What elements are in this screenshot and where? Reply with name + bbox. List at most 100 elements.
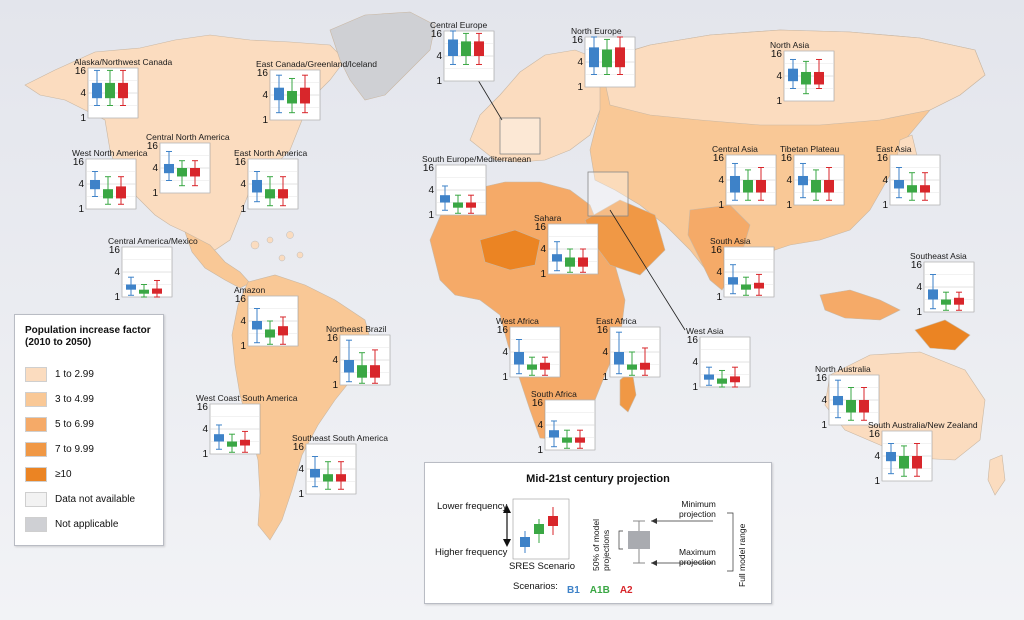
y-tick-label: 16	[431, 29, 443, 40]
y-tick-label: 16	[713, 153, 725, 164]
y-tick-label: 16	[257, 68, 269, 79]
y-tick-label: 4	[428, 185, 434, 196]
y-tick-label: 1	[540, 269, 546, 280]
west-asia-inset-box	[587, 171, 629, 217]
region-title: Alaska/Northwest Canada	[74, 57, 173, 67]
y-tick-label: 1	[428, 210, 434, 221]
legend-item: 7 to 9.99	[25, 442, 155, 458]
box-b1	[730, 175, 740, 193]
new-guinea-land	[914, 319, 971, 351]
y-tick-label: 16	[877, 153, 889, 164]
legend-swatch	[25, 417, 47, 432]
box-b1	[274, 87, 284, 101]
y-tick-label: 1	[874, 476, 880, 487]
box-a2	[300, 87, 310, 104]
box-b1	[448, 39, 458, 56]
y-tick-label: 16	[147, 141, 159, 152]
scenario-a2: A2	[619, 585, 633, 596]
y-tick-label: 1	[916, 307, 922, 318]
box-a1b	[227, 441, 237, 447]
projection-key-panel: Mid-21st century projection Lower freque…	[424, 462, 772, 604]
box-a1b	[177, 168, 187, 177]
region-title: South Europe/Mediterranean	[422, 154, 532, 164]
y-tick-label: 4	[540, 244, 546, 255]
box-a1b	[562, 437, 572, 443]
box-a2	[756, 180, 766, 193]
y-tick-label: 4	[240, 316, 246, 327]
box-b1	[252, 321, 262, 330]
y-tick-label: 1	[537, 445, 543, 456]
region-title: West Asia	[686, 326, 724, 336]
box-a1b	[717, 378, 727, 384]
y-tick-label: 1	[436, 76, 442, 87]
region-title: Southeast Asia	[910, 251, 967, 261]
box-b1	[728, 277, 738, 285]
box-a1b	[105, 82, 115, 99]
legend-item: 3 to 4.99	[25, 392, 155, 408]
y-tick-label: 16	[235, 294, 247, 305]
europe-inset-box	[499, 117, 541, 155]
region-title: East Africa	[596, 316, 637, 326]
box-b1	[798, 175, 808, 186]
region-title: South Africa	[531, 389, 577, 399]
central-america-land	[184, 231, 251, 289]
y-tick-label: 16	[497, 325, 509, 336]
box-a1b	[265, 329, 275, 338]
box-a1b	[811, 180, 821, 193]
box-a1b	[461, 41, 471, 56]
box-a2	[466, 202, 476, 208]
box-b1	[214, 434, 224, 442]
region-title: Tibetan Plateau	[780, 144, 840, 154]
box-a2	[116, 186, 126, 199]
y-tick-label: 4	[692, 357, 698, 368]
legend-label: ≥10	[55, 469, 72, 480]
box-a1b	[103, 189, 113, 199]
y-tick-label: 4	[114, 267, 120, 278]
y-tick-label: 4	[502, 347, 508, 358]
box-a2	[190, 168, 200, 177]
box-b1	[92, 82, 102, 99]
legend-swatch	[25, 442, 47, 457]
legend-item: Not applicable	[25, 517, 155, 533]
region-title: West Coast South America	[196, 393, 298, 403]
new-zealand-land	[987, 454, 1006, 496]
legend-label: 7 to 9.99	[55, 444, 94, 455]
y-tick-label: 16	[73, 157, 85, 168]
region-title: South Australia/New Zealand	[868, 420, 978, 430]
box-a2	[336, 474, 346, 482]
y-tick-label: 1	[577, 82, 583, 93]
box-a2	[859, 400, 869, 413]
y-tick-label: 1	[240, 341, 246, 352]
full-model-range-label: Full model range	[737, 523, 747, 587]
legend-item: Data not available	[25, 492, 155, 508]
box-a1b	[907, 185, 917, 193]
box-a2	[278, 326, 288, 336]
y-tick-label: 1	[332, 380, 338, 391]
y-tick-label: 4	[716, 267, 722, 278]
y-tick-label: 4	[202, 424, 208, 435]
legend-swatch	[25, 367, 47, 382]
region-title: Central Europe	[430, 20, 488, 30]
region-title: Central Asia	[712, 144, 758, 154]
region-title: East North America	[234, 148, 308, 158]
legend-item: 1 to 2.99	[25, 367, 155, 383]
box-a1b	[941, 299, 951, 305]
sahara-dark	[479, 229, 541, 271]
box-b1	[310, 469, 320, 478]
y-tick-label: 1	[202, 449, 208, 460]
y-tick-label: 1	[602, 372, 608, 383]
